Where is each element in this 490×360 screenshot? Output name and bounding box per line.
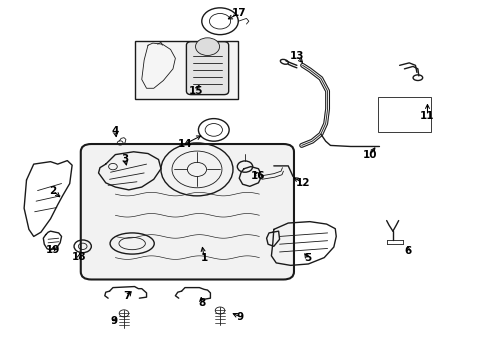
Text: 8: 8: [198, 298, 205, 308]
Text: 10: 10: [363, 150, 377, 160]
FancyBboxPatch shape: [81, 144, 294, 279]
Text: 16: 16: [251, 171, 266, 181]
FancyBboxPatch shape: [135, 41, 238, 99]
Text: 1: 1: [200, 253, 208, 262]
Text: 12: 12: [295, 178, 310, 188]
Circle shape: [196, 38, 220, 55]
Text: 18: 18: [72, 252, 87, 262]
FancyBboxPatch shape: [186, 42, 229, 95]
Text: 2: 2: [49, 186, 56, 195]
Text: 9: 9: [111, 316, 118, 326]
Text: 15: 15: [189, 86, 203, 96]
Text: 13: 13: [290, 51, 304, 61]
Text: 3: 3: [122, 154, 128, 164]
Text: 9: 9: [237, 312, 244, 322]
Text: 7: 7: [123, 292, 131, 301]
Text: 11: 11: [420, 111, 435, 121]
Text: 6: 6: [405, 246, 412, 256]
Text: 17: 17: [232, 9, 246, 18]
Text: 19: 19: [46, 245, 60, 255]
Text: 4: 4: [112, 126, 119, 136]
Text: 14: 14: [178, 139, 192, 149]
Text: 5: 5: [304, 253, 311, 262]
